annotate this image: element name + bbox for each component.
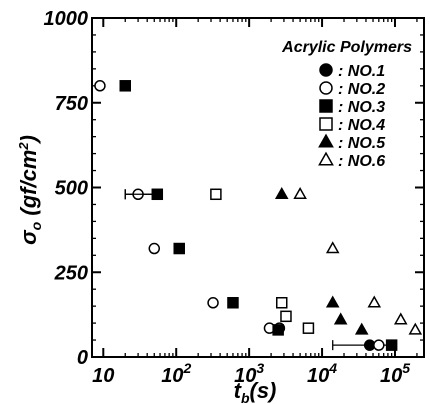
- data-point: [272, 324, 284, 336]
- data-point: [151, 188, 164, 201]
- legend: Acrylic Polymers : NO.1: NO.2: NO.3: NO.4…: [281, 39, 412, 170]
- data-point: [302, 322, 315, 334]
- legend-label: : NO.6: [338, 153, 385, 170]
- data-point: [325, 241, 340, 254]
- data-point: [367, 295, 382, 308]
- data-point: [210, 188, 222, 201]
- legend-marker: [319, 81, 333, 95]
- legend-marker: [319, 117, 333, 131]
- data-point: [280, 310, 292, 323]
- axis-layer: 10 102 103 104 105 0 250 500 750 1000: [44, 8, 425, 387]
- data-point: [94, 80, 106, 92]
- data-layer: [94, 80, 423, 351]
- x-tick-label: 104: [307, 360, 337, 387]
- data-point: [325, 295, 340, 308]
- y-tick-label: 0: [77, 347, 88, 369]
- x-axis-title: tb(s): [234, 378, 277, 404]
- data-point: [173, 242, 185, 255]
- data-point: [373, 339, 385, 351]
- data-point: [227, 297, 239, 309]
- data-point: [393, 312, 408, 325]
- y-tick-label: 500: [55, 178, 88, 200]
- x-tick-label: 102: [161, 360, 191, 387]
- x-tick-label: 105: [380, 360, 410, 387]
- series-5: [274, 187, 369, 335]
- legend-label: : NO.4: [338, 117, 385, 134]
- data-point: [408, 322, 423, 335]
- legend-marker: [319, 63, 333, 77]
- y-axis-title: σo (gf/cm2): [16, 135, 44, 245]
- legend-marker: [319, 99, 333, 113]
- legend-marker: [318, 151, 334, 166]
- legend-label: : NO.1: [338, 63, 385, 80]
- y-tick-label: 1000: [44, 8, 89, 30]
- data-point: [385, 339, 398, 351]
- data-point: [207, 297, 219, 309]
- data-point: [148, 242, 161, 255]
- series-3: [119, 80, 398, 351]
- series-4: [210, 188, 315, 334]
- data-point: [293, 187, 307, 200]
- legend-label: : NO.5: [338, 135, 386, 152]
- legend-title: Acrylic Polymers: [281, 39, 412, 56]
- y-tick-label: 250: [54, 262, 88, 284]
- data-point: [333, 312, 348, 325]
- data-point: [119, 80, 131, 92]
- series-6: [293, 187, 423, 335]
- y-tick-label: 750: [55, 93, 88, 115]
- data-point: [354, 322, 369, 335]
- x-tick-label: 10: [92, 365, 114, 387]
- data-point: [274, 187, 289, 200]
- legend-label: : NO.2: [338, 81, 385, 98]
- x-tick-label: 103: [234, 360, 264, 387]
- legend-marker: [318, 133, 334, 148]
- legend-label: : NO.3: [338, 99, 385, 116]
- data-point: [275, 297, 288, 309]
